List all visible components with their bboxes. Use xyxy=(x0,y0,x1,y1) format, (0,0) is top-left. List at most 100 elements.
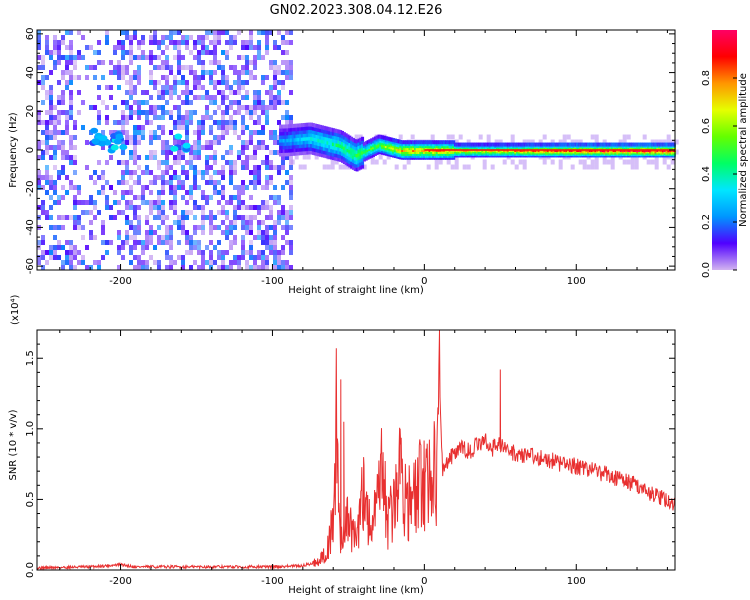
heatmap-cell xyxy=(137,40,141,45)
heatmap-cell xyxy=(85,65,89,70)
heatmap-ridge-cell xyxy=(331,138,335,143)
heatmap-ridge-cell xyxy=(311,140,315,145)
heatmap-cell xyxy=(189,265,193,270)
heatmap-cell xyxy=(281,205,285,210)
heatmap-ridge-cell xyxy=(326,137,330,142)
heatmap-cell xyxy=(169,35,173,40)
heatmap-cell xyxy=(233,210,237,215)
heatmap-ridge-cell xyxy=(291,151,295,156)
heatmap-cell xyxy=(121,120,125,125)
heatmap-cell xyxy=(149,170,153,175)
heatmap-cell xyxy=(273,185,277,190)
heatmap-cell xyxy=(562,134,567,140)
heatmap-ridge-cell xyxy=(295,148,299,153)
heatmap-cell xyxy=(221,130,225,135)
heatmap-cell xyxy=(273,150,277,155)
heatmap-cell xyxy=(213,70,217,75)
heatmap-ridge-cell xyxy=(284,124,288,129)
heatmap-cell xyxy=(626,159,631,165)
heatmap-cell xyxy=(285,30,289,35)
heatmap-cell xyxy=(141,190,145,195)
heatmap-ridge-cell xyxy=(331,128,335,133)
heatmap-cell xyxy=(193,110,197,115)
heatmap-cell xyxy=(129,45,133,50)
heatmap-cell xyxy=(225,130,229,135)
heatmap-ridge-cell xyxy=(280,152,284,157)
heatmap-cell xyxy=(133,110,137,115)
heatmap-cell xyxy=(197,240,201,245)
heatmap-cell xyxy=(137,175,141,180)
heatmap-cell xyxy=(197,120,201,125)
heatmap-cell xyxy=(193,155,197,160)
heatmap-cell xyxy=(177,105,181,110)
heatmap-cell xyxy=(181,80,185,85)
heatmap-cell xyxy=(482,164,487,170)
heatmap-cell xyxy=(165,215,169,220)
heatmap-cell xyxy=(550,139,555,145)
heatmap-ridge-cell xyxy=(654,142,658,147)
heatmap-cell xyxy=(217,80,221,85)
heatmap-ridge-cell xyxy=(341,130,345,135)
heatmap-cell xyxy=(165,140,169,145)
heatmap-ridge-cell xyxy=(317,127,321,132)
heatmap-ridge-cell xyxy=(439,140,443,145)
heatmap-cell xyxy=(161,240,165,245)
heatmap-ridge-cell xyxy=(299,144,303,149)
heatmap-cell xyxy=(65,255,69,260)
heatmap-cell xyxy=(221,170,225,175)
heatmap-cell xyxy=(269,65,273,70)
heatmap-cell xyxy=(141,195,145,200)
heatmap-cell xyxy=(69,185,73,190)
heatmap-ridge-cell xyxy=(304,150,308,155)
heatmap-ridge-cell xyxy=(669,142,673,147)
heatmap-cell xyxy=(125,100,129,105)
heatmap-cell xyxy=(177,30,181,35)
heatmap-cell xyxy=(125,120,129,125)
heatmap-cell xyxy=(113,50,117,55)
heatmap-ridge-cell xyxy=(357,166,361,171)
heatmap-cell xyxy=(273,85,277,90)
heatmap-cell xyxy=(185,140,189,145)
heatmap-cell xyxy=(217,250,221,255)
heatmap-ridge-cell xyxy=(320,125,324,130)
heatmap-ridge-cell xyxy=(322,125,326,130)
heatmap-ridge-cell xyxy=(331,145,335,150)
heatmap-cell xyxy=(61,185,65,190)
heatmap-cell xyxy=(257,205,261,210)
heatmap-cell xyxy=(53,125,57,130)
heatmap-cell xyxy=(69,245,73,250)
snr-frame xyxy=(36,329,676,571)
heatmap-cell xyxy=(249,195,253,200)
heatmap-cell xyxy=(161,210,165,215)
heatmap-cell xyxy=(169,245,173,250)
heatmap-ridge-cell xyxy=(333,146,337,151)
heatmap-cell xyxy=(370,159,375,165)
heatmap-ridge-cell xyxy=(475,142,479,147)
heatmap-cell xyxy=(281,80,285,85)
heatmap-cell xyxy=(161,200,165,205)
heatmap-ridge-cell xyxy=(322,143,326,148)
heatmap-cell xyxy=(169,150,173,155)
heatmap-cell xyxy=(606,159,611,165)
y-tick-label: 1.5 xyxy=(25,350,36,366)
heatmap-cell xyxy=(165,230,169,235)
heatmap-ridge-cell xyxy=(299,147,303,152)
heatmap-cell xyxy=(145,185,149,190)
heatmap-cell xyxy=(265,205,269,210)
heatmap-cell xyxy=(53,185,57,190)
heatmap-ridge-cell xyxy=(548,142,552,147)
heatmap-cell xyxy=(225,225,229,230)
heatmap-ridge-cell xyxy=(361,164,365,169)
heatmap-cell xyxy=(458,134,463,140)
heatmap-cell xyxy=(37,55,41,60)
heatmap-cell xyxy=(466,164,471,170)
heatmap-cell xyxy=(121,170,125,175)
heatmap-cell xyxy=(257,250,261,255)
heatmap-cell xyxy=(241,80,245,85)
heatmap-ridge-cell xyxy=(279,131,283,136)
heatmap-cell xyxy=(261,250,265,255)
heatmap-cell xyxy=(37,110,41,115)
heatmap-cell xyxy=(89,175,93,180)
heatmap-cell xyxy=(241,145,245,150)
